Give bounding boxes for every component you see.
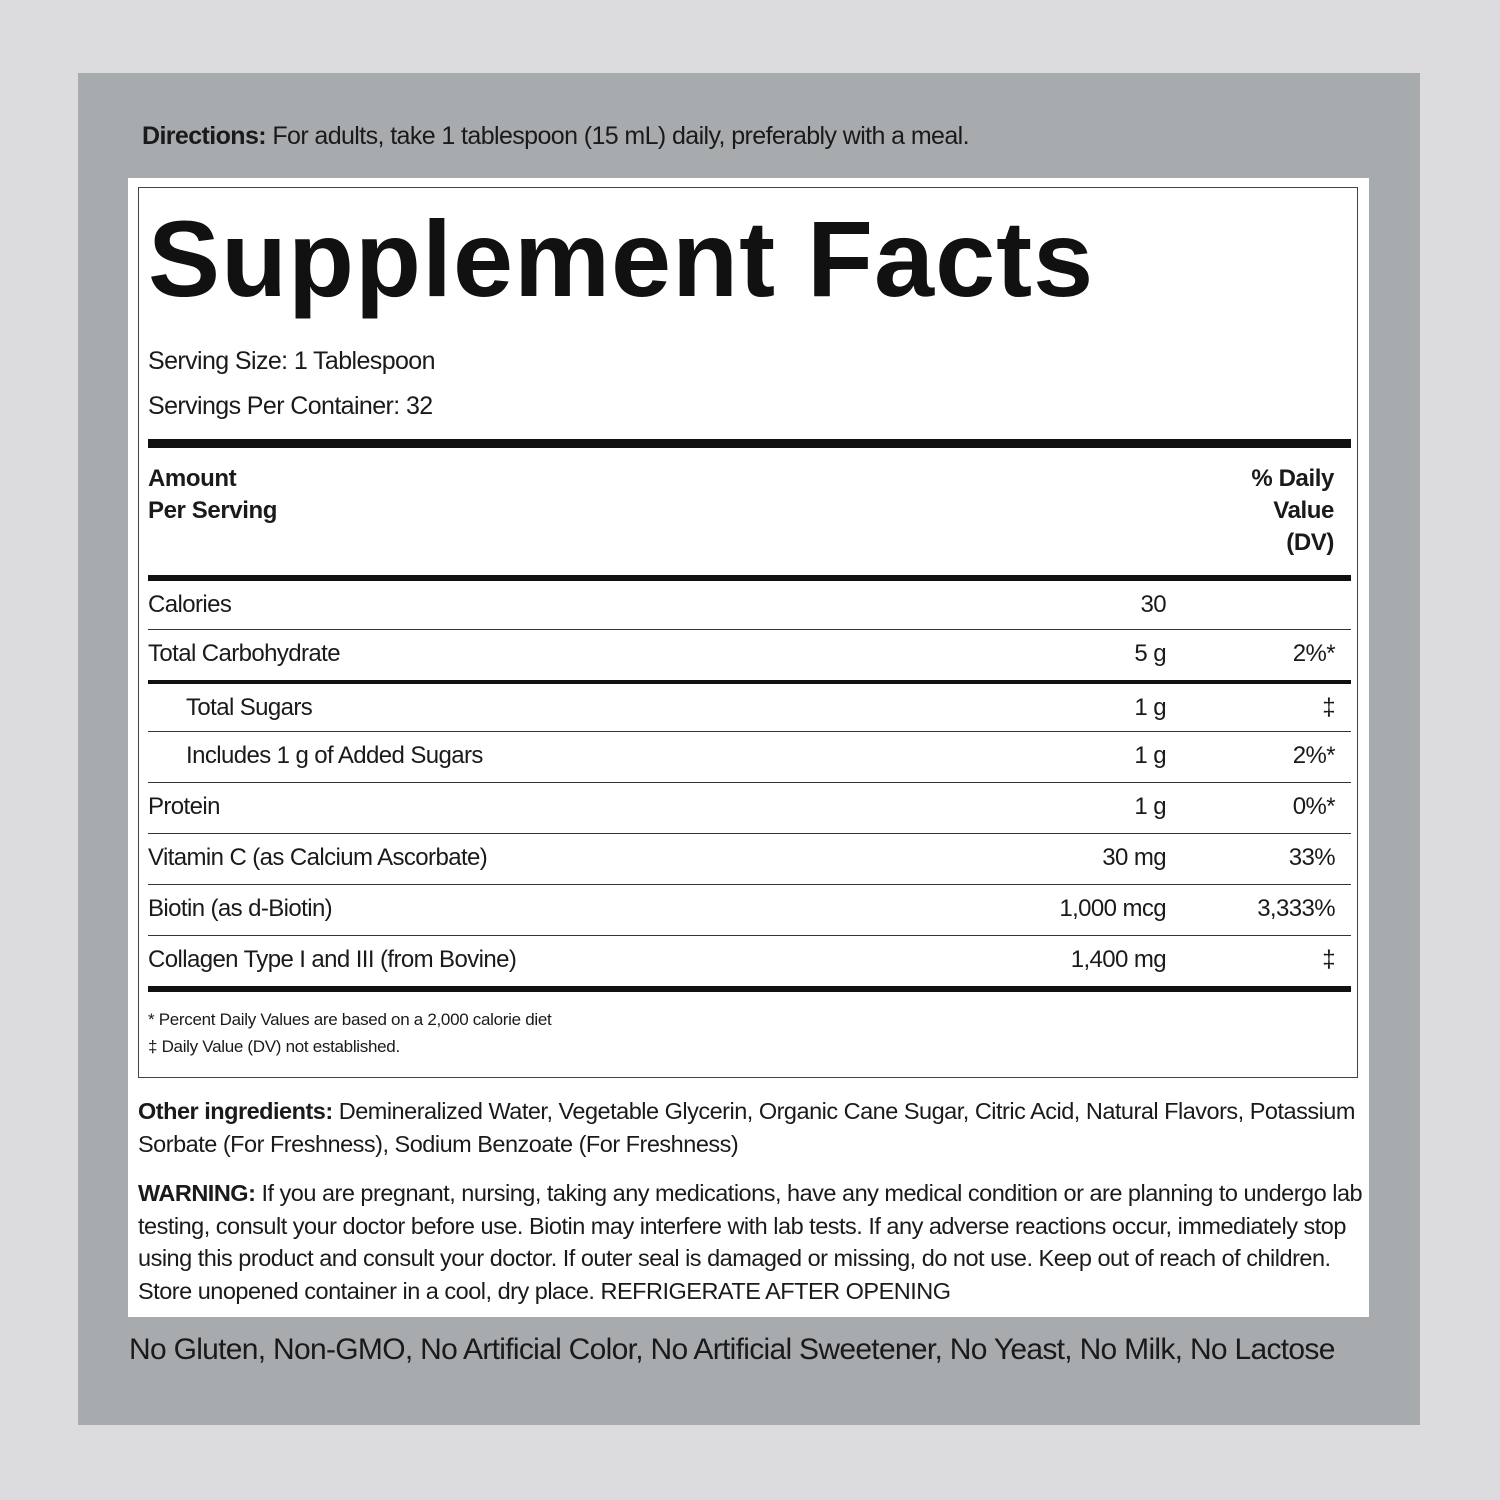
nutrient-amount: 1,400 mg — [1070, 946, 1167, 973]
amount-header: Amount Per Serving — [148, 463, 277, 527]
directions-text: For adults, take 1 tablespoon (15 mL) da… — [272, 122, 969, 150]
amount-header-line: Amount — [148, 465, 237, 492]
facts-row: Total Carbohydrate 5 g 2%* — [148, 629, 1351, 680]
nutrient-dv: 2%* — [1292, 640, 1336, 667]
servings-per-container: Servings Per Container: 32 — [148, 392, 433, 420]
nutrient-amount: 30 mg — [1102, 844, 1166, 871]
nutrient-amount: 1 g — [1134, 694, 1166, 721]
facts-box — [138, 187, 1358, 1078]
nutrient-name: Collagen Type I and III (from Bovine) — [148, 946, 517, 973]
warning-label: WARNING: — [138, 1180, 256, 1206]
nutrient-dv: 3,333% — [1257, 895, 1335, 922]
nutrient-name: Protein — [148, 793, 220, 820]
warning: WARNING: If you are pregnant, nursing, t… — [138, 1177, 1363, 1307]
nutrient-name: Biotin (as d-Biotin) — [148, 895, 333, 922]
nutrient-name: Calories — [148, 591, 232, 618]
nutrient-name: Vitamin C (as Calcium Ascorbate) — [148, 844, 488, 871]
other-ingredients: Other ingredients: Demineralized Water, … — [138, 1095, 1363, 1160]
facts-row: Vitamin C (as Calcium Ascorbate) 30 mg 33% — [148, 833, 1351, 884]
facts-row: Total Sugars 1 g ‡ — [148, 680, 1351, 731]
nutrient-dv: ‡ — [1322, 946, 1335, 973]
facts-row: Collagen Type I and III (from Bovine) 1,4… — [148, 935, 1351, 992]
serving-size: Serving Size: 1 Tablespoon — [148, 347, 436, 375]
nutrient-amount: 30 — [1140, 591, 1167, 618]
facts-rows: Calories 30 Total Carbohydrate 5 g 2%* Total … — [148, 575, 1351, 992]
directions: Directions: For adults, take 1 tablespoo… — [142, 122, 970, 151]
nutrient-name: Total Carbohydrate — [148, 640, 341, 667]
other-ingredients-text: Demineralized Water, Vegetable Glycerin,… — [138, 1098, 1355, 1157]
nutrient-amount: 1 g — [1134, 793, 1166, 820]
nutrient-amount: 1,000 mcg — [1059, 895, 1166, 922]
nutrient-dv: ‡ — [1322, 694, 1335, 721]
nutrient-amount: 5 g — [1134, 640, 1166, 667]
footnote: ‡ Daily Value (DV) not established. — [148, 1037, 400, 1056]
nutrient-name: Includes 1 g of Added Sugars — [186, 742, 483, 769]
nutrient-amount: 1 g — [1134, 742, 1166, 769]
footnote: * Percent Daily Values are based on a 2,… — [148, 1010, 552, 1029]
nutrient-dv: 2%* — [1292, 742, 1336, 769]
amount-header-line: Per Serving — [148, 497, 277, 524]
warning-text: If you are pregnant, nursing, taking any… — [138, 1180, 1363, 1304]
dv-header-line: % Daily — [1251, 465, 1334, 492]
directions-label: Directions: — [142, 122, 267, 150]
dv-header-line: (DV) — [1286, 529, 1334, 556]
white-area — [128, 178, 1369, 1317]
facts-row: Protein 1 g 0%* — [148, 782, 1351, 833]
facts-row: Biotin (as d-Biotin) 1,000 mcg 3,333% — [148, 884, 1351, 935]
nutrient-dv: 33% — [1288, 844, 1336, 871]
facts-title: Supplement Facts — [148, 198, 1095, 319]
thick-rule — [148, 439, 1351, 448]
dv-header: % Daily Value (DV) — [1251, 463, 1334, 559]
dv-header-line: Value — [1273, 497, 1334, 524]
nutrient-dv: 0%* — [1292, 793, 1336, 820]
free-from: No Gluten, Non-GMO, No Artificial Color,… — [129, 1333, 1335, 1366]
facts-row: Calories 30 — [148, 575, 1351, 629]
facts-row: Includes 1 g of Added Sugars 1 g 2%* — [148, 731, 1351, 782]
other-ingredients-label: Other ingredients: — [138, 1098, 333, 1124]
nutrient-name: Total Sugars — [186, 694, 313, 721]
